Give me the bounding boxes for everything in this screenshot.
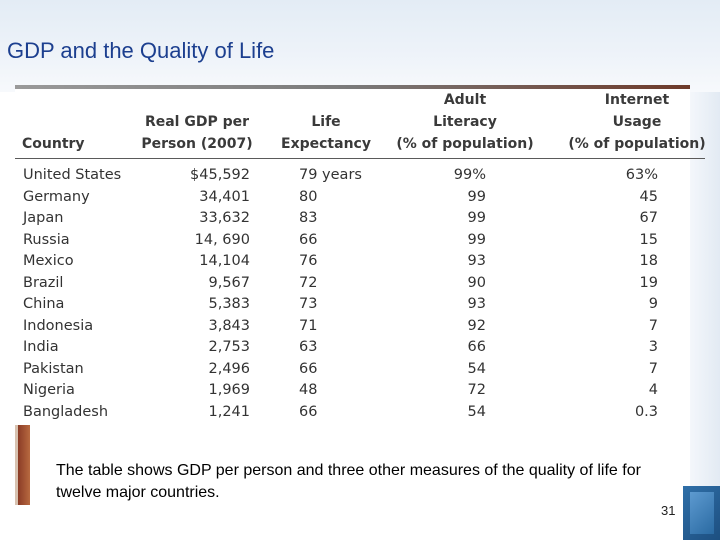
cell-gdp: 34,401 [199,188,250,205]
cell-literacy: 72 [467,382,486,398]
cell-country: Russia [23,231,70,248]
cell-literacy: 90 [467,274,486,291]
header-internet-usage: Internet Usage (% of population) [568,85,706,155]
cell-gdp: 14,104 [199,253,250,269]
cell-gdp: 1,241 [208,403,250,420]
header-divider [15,158,705,159]
cell-life-expectancy: 76 [299,253,318,269]
cell-country: Mexico [23,253,74,269]
cell-internet: 19 [639,274,658,291]
cell-life-expectancy: 66 [299,231,318,248]
cell-gdp: 3,843 [208,317,250,334]
cell-literacy: 54 [467,360,486,377]
table-row: Germany 34,401 80 99 45 [15,187,705,209]
cell-country: Bangladesh [23,403,109,420]
cell-country: Germany [23,188,90,205]
header-life-expectancy: Life Expectancy [280,85,372,155]
cell-gdp: 1,969 [208,382,250,398]
cell-life-expectancy: 73 [299,296,318,312]
decorative-edge [18,425,30,505]
cell-internet: 15 [639,231,658,248]
cell-life-expectancy: 83 [299,210,318,226]
header-gdp: Real GDP per Person (2007) [133,85,261,155]
cell-literacy: 93 [467,253,486,269]
header-literacy-line-2: Literacy [433,114,497,130]
cell-gdp: 14, 690 [194,231,250,248]
table-top-bar [15,85,690,89]
cell-country: Indonesia [23,317,94,334]
cell-country: Brazil [23,274,64,291]
cell-country: India [23,339,59,355]
cell-internet: 0.3 [634,403,658,420]
slide-caption: The table shows GDP per person and three… [56,462,641,501]
cell-literacy: 92 [467,317,486,334]
cell-life-expectancy: 63 [299,339,318,355]
table-row: Indonesia 3,843 71 92 7 [15,316,705,338]
cell-life-expectancy: 66 [299,403,318,420]
table-row: Japan 33,632 83 99 67 [15,208,705,230]
cell-life-expectancy: 66 [299,360,318,377]
cell-gdp: $45,592 [190,167,250,183]
cell-internet: 4 [648,382,658,398]
table-row: Brazil 9,567 72 90 19 [15,273,705,295]
cell-life-expectancy: 72 [299,274,318,291]
slide-title: GDP and the Quality of Life [7,38,275,63]
corner-decoration-inner [690,492,714,534]
data-table: Country Real GDP per Person (2007) Life … [15,85,706,425]
decorative-edge-light [15,425,18,505]
cell-country: Nigeria [23,382,75,398]
cell-gdp: 33,632 [199,210,250,226]
table-row: Pakistan 2,496 66 54 7 [15,359,705,381]
header-adult-literacy: Adult Literacy (% of population) [395,85,535,155]
cell-literacy: 99 [467,210,486,226]
cell-internet: 3 [648,339,658,355]
cell-internet: 7 [648,317,658,334]
cell-life-expectancy: 79 years [299,167,362,183]
cell-internet: 9 [648,296,658,312]
header-literacy-line-1: Adult [443,92,487,108]
slide-header-background [0,0,720,92]
cell-literacy: 99 [467,188,486,205]
cell-literacy: 54 [467,403,486,420]
cell-life-expectancy: 48 [299,382,318,398]
header-country: Country [22,85,132,155]
cell-country: United States [23,167,122,183]
cell-gdp: 2,753 [208,339,250,355]
header-internet-line-2: Usage [612,114,662,130]
header-internet-line-1: Internet [604,92,670,108]
table-row: India 2,753 63 66 3 [15,337,705,359]
table-row: Mexico 14,104 76 93 18 [15,251,705,273]
table-row: United States $45,592 79 years 99% 63% [15,165,705,187]
slide-right-background [690,92,720,540]
cell-country: China [23,296,65,312]
cell-literacy: 93 [467,296,486,312]
header-life-line-2: Expectancy [281,136,371,152]
cell-country: Pakistan [23,360,84,377]
table-row: China 5,383 73 93 9 [15,294,705,316]
cell-internet: 67 [639,210,658,226]
cell-literacy: 99 [467,231,486,248]
cell-life-expectancy: 71 [299,317,318,334]
header-country-line-1: Country [22,136,85,152]
cell-internet: 45 [639,188,658,205]
cell-gdp: 5,383 [208,296,250,312]
cell-country: Japan [23,210,64,226]
cell-gdp: 2,496 [208,360,250,377]
header-gdp-line-2: Person (2007) [141,136,253,152]
table-row: Russia 14, 690 66 99 15 [15,230,705,252]
table-row: Bangladesh 1,241 66 54 0.3 [15,402,705,424]
cell-gdp: 9,567 [208,274,250,291]
page-number: 31 [661,503,676,518]
table-row: Nigeria 1,969 48 72 4 [15,380,705,402]
cell-life-expectancy: 80 [299,188,318,205]
cell-internet: 7 [648,360,658,377]
cell-internet: 18 [639,253,658,269]
cell-literacy: 66 [467,339,486,355]
cell-internet: 63% [625,167,658,183]
header-life-line-1: Life [311,114,341,130]
header-gdp-line-1: Real GDP per [144,114,250,130]
header-internet-line-3: (% of population) [568,136,706,152]
cell-literacy: 99% [453,167,486,183]
header-literacy-line-3: (% of population) [396,136,534,152]
